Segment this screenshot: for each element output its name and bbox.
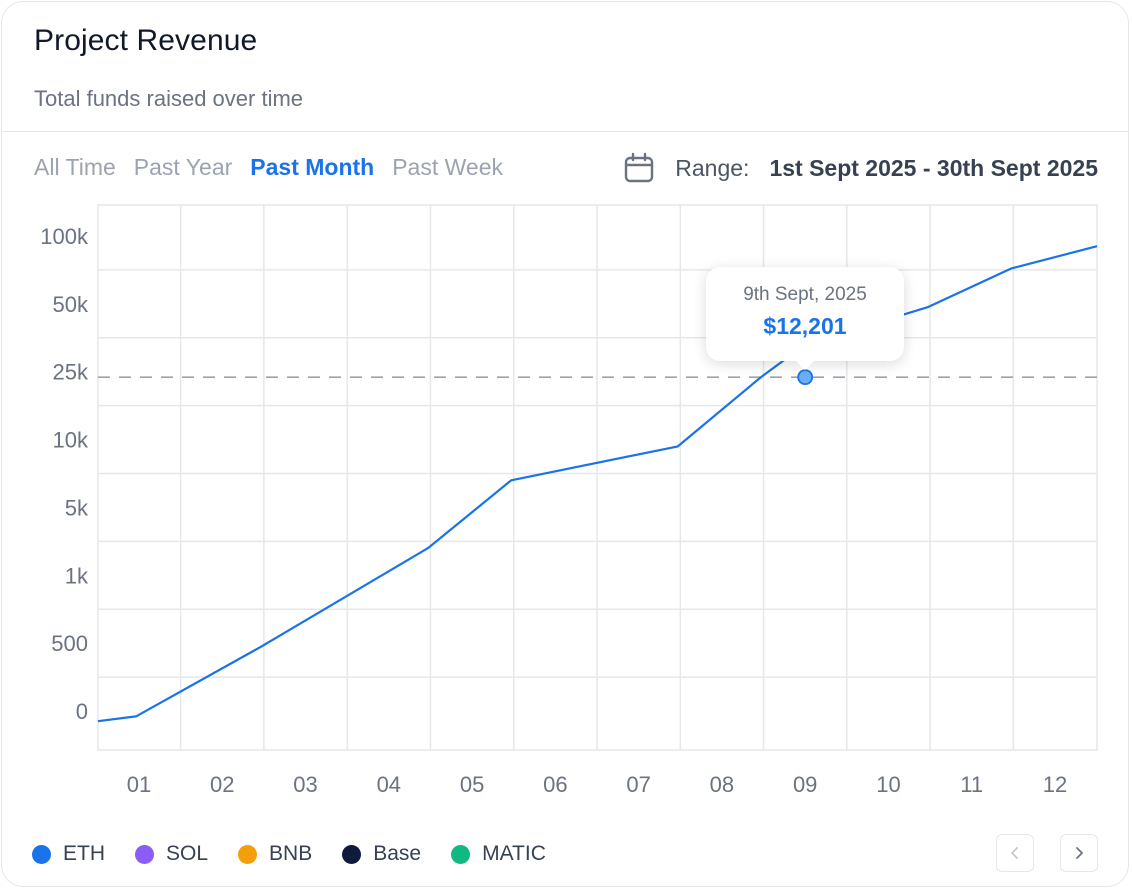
legend-label: Base — [373, 842, 422, 865]
y-tick-label: 10k — [53, 428, 89, 453]
legend-dot-eth — [32, 844, 51, 864]
x-tick-label: 04 — [377, 772, 401, 797]
x-tick-label: 03 — [293, 772, 317, 797]
y-tick-label: 5k — [65, 495, 89, 520]
range-label: Range: — [675, 154, 750, 181]
next-page-button[interactable] — [1060, 834, 1098, 872]
legend-dot-bnb — [238, 844, 258, 864]
y-tick-label: 500 — [51, 631, 88, 656]
chart-grid — [97, 204, 1098, 751]
x-tick-label: 11 — [960, 772, 983, 797]
page-title: Project Revenue — [34, 24, 258, 57]
calendar-icon[interactable] — [623, 152, 655, 184]
legend-label: SOL — [166, 842, 209, 865]
x-tick-label: 07 — [626, 772, 650, 797]
tab-past-month[interactable]: Past Month — [250, 154, 375, 180]
tab-past-year[interactable]: Past Year — [133, 154, 233, 180]
tooltip-value: $12,201 — [763, 313, 847, 339]
highlight-data-point — [797, 369, 814, 386]
y-tick-label: 50k — [53, 292, 89, 317]
legend-item-base[interactable]: Base — [342, 842, 421, 866]
legend-dot-sol — [135, 844, 154, 864]
header-divider — [2, 131, 1128, 132]
prev-page-button[interactable] — [996, 834, 1034, 872]
x-tick-label: 12 — [1043, 772, 1067, 797]
y-tick-label: 100k — [40, 224, 89, 249]
x-tick-label: 10 — [876, 772, 900, 797]
legend-item-eth[interactable]: ETH — [32, 842, 105, 866]
y-tick-label: 25k — [53, 360, 89, 385]
legend-label: BNB — [269, 842, 313, 865]
date-range-picker[interactable]: Range: 1st Sept 2025 - 30th Sept 2025 — [623, 152, 1098, 184]
x-tick-label: 01 — [127, 772, 151, 797]
data-tooltip: 9th Sept, 2025 $12,201 — [706, 267, 904, 370]
legend-dot-matic — [451, 844, 471, 864]
legend-item-sol[interactable]: SOL — [135, 842, 208, 866]
legend-label: ETH — [63, 842, 105, 865]
page-subtitle: Total funds raised over time — [34, 86, 304, 111]
y-tick-label: 0 — [76, 699, 88, 724]
legend-label: MATIC — [482, 842, 546, 865]
x-axis-tick-labels: 01 02 03 04 05 06 07 08 09 10 11 12 — [127, 772, 1067, 797]
y-axis-tick-labels: 0 500 1k 5k 10k 25k 50k 100k — [40, 224, 89, 724]
x-tick-label: 02 — [210, 772, 234, 797]
x-tick-label: 06 — [543, 772, 567, 797]
legend-dot-base — [342, 844, 362, 864]
tooltip-date: 9th Sept, 2025 — [743, 284, 867, 305]
chevron-right-icon — [1076, 847, 1083, 859]
y-tick-label: 1k — [65, 563, 89, 588]
x-tick-label: 09 — [793, 772, 817, 797]
x-tick-label: 08 — [710, 772, 734, 797]
legend-item-matic[interactable]: MATIC — [451, 842, 546, 866]
chart-legend: ETH SOL BNB Base MATIC — [32, 842, 546, 866]
tab-all-time[interactable]: All Time — [34, 154, 116, 180]
range-value[interactable]: 1st Sept 2025 - 30th Sept 2025 — [769, 154, 1098, 181]
time-filter-tabs: All Time Past Year Past Month Past Week — [34, 154, 503, 181]
chevron-left-icon — [1011, 847, 1018, 859]
tab-past-week[interactable]: Past Week — [392, 154, 504, 180]
legend-item-bnb[interactable]: BNB — [238, 842, 312, 866]
x-tick-label: 05 — [460, 772, 484, 797]
series-line-eth — [97, 245, 1098, 723]
